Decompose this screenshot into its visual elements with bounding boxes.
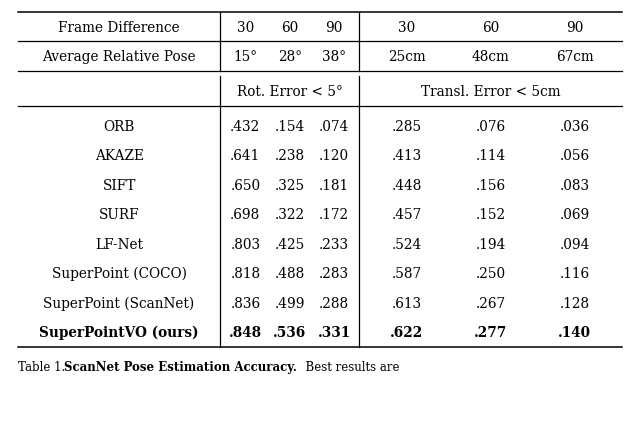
- Text: .094: .094: [559, 237, 590, 251]
- Text: .698: .698: [230, 208, 260, 221]
- Text: 38°: 38°: [323, 50, 346, 64]
- Text: AKAZE: AKAZE: [95, 149, 143, 163]
- Text: .536: .536: [273, 326, 307, 339]
- Text: ScanNet Pose Estimation Accuracy.: ScanNet Pose Estimation Accuracy.: [64, 360, 297, 373]
- Text: Transl. Error < 5cm: Transl. Error < 5cm: [421, 85, 561, 98]
- Text: .622: .622: [390, 326, 423, 339]
- Text: .848: .848: [228, 326, 262, 339]
- Text: Rot. Error < 5°: Rot. Error < 5°: [237, 85, 342, 98]
- Text: Frame Difference: Frame Difference: [58, 21, 180, 34]
- Text: 28°: 28°: [278, 50, 302, 64]
- Text: .116: .116: [560, 267, 590, 280]
- Text: .128: .128: [560, 296, 590, 310]
- Text: .331: .331: [317, 326, 351, 339]
- Text: 30: 30: [398, 21, 415, 34]
- Text: SuperPoint (ScanNet): SuperPoint (ScanNet): [44, 296, 195, 310]
- Text: .322: .322: [275, 208, 305, 221]
- Text: 90: 90: [566, 21, 584, 34]
- Text: Average Relative Pose: Average Relative Pose: [42, 50, 196, 64]
- Text: .488: .488: [275, 267, 305, 280]
- Text: LF-Net: LF-Net: [95, 237, 143, 251]
- Text: .250: .250: [476, 267, 506, 280]
- Text: .425: .425: [275, 237, 305, 251]
- Text: .650: .650: [230, 178, 260, 192]
- Text: 60: 60: [482, 21, 499, 34]
- Text: Best results are: Best results are: [298, 360, 399, 373]
- Text: .172: .172: [319, 208, 349, 221]
- Text: 30: 30: [237, 21, 254, 34]
- Text: .524: .524: [392, 237, 422, 251]
- Text: .818: .818: [230, 267, 260, 280]
- Text: .036: .036: [560, 120, 590, 133]
- Text: .154: .154: [275, 120, 305, 133]
- Text: .074: .074: [319, 120, 349, 133]
- Text: .285: .285: [392, 120, 422, 133]
- Text: 60: 60: [281, 21, 298, 34]
- Text: SURF: SURF: [99, 208, 140, 221]
- Text: .140: .140: [558, 326, 591, 339]
- Text: .413: .413: [392, 149, 422, 163]
- Text: SuperPointVO (ours): SuperPointVO (ours): [40, 326, 199, 340]
- Text: .641: .641: [230, 149, 260, 163]
- Text: .069: .069: [559, 208, 590, 221]
- Text: .152: .152: [476, 208, 506, 221]
- Text: .325: .325: [275, 178, 305, 192]
- Text: SIFT: SIFT: [102, 178, 136, 192]
- Text: .156: .156: [476, 178, 506, 192]
- Text: 25cm: 25cm: [388, 50, 426, 64]
- Text: .083: .083: [560, 178, 590, 192]
- Text: .803: .803: [230, 237, 260, 251]
- Text: SuperPoint (COCO): SuperPoint (COCO): [52, 267, 187, 281]
- Text: .194: .194: [476, 237, 506, 251]
- Text: .587: .587: [392, 267, 422, 280]
- Text: .233: .233: [319, 237, 349, 251]
- Text: .238: .238: [275, 149, 305, 163]
- Text: 48cm: 48cm: [472, 50, 509, 64]
- Text: ORB: ORB: [104, 120, 135, 133]
- Text: .432: .432: [230, 120, 260, 133]
- Text: 67cm: 67cm: [556, 50, 594, 64]
- Text: .277: .277: [474, 326, 508, 339]
- Text: .056: .056: [560, 149, 590, 163]
- Text: .283: .283: [319, 267, 349, 280]
- Text: .120: .120: [319, 149, 349, 163]
- Text: .267: .267: [476, 296, 506, 310]
- Text: .114: .114: [476, 149, 506, 163]
- Text: .181: .181: [319, 178, 349, 192]
- Text: Table 1.: Table 1.: [18, 360, 69, 373]
- Text: .457: .457: [392, 208, 422, 221]
- Text: .288: .288: [319, 296, 349, 310]
- Text: .076: .076: [476, 120, 506, 133]
- Text: .499: .499: [275, 296, 305, 310]
- Text: .613: .613: [392, 296, 422, 310]
- Text: 15°: 15°: [234, 50, 257, 64]
- Text: .448: .448: [392, 178, 422, 192]
- Text: 90: 90: [326, 21, 343, 34]
- Text: .836: .836: [230, 296, 260, 310]
